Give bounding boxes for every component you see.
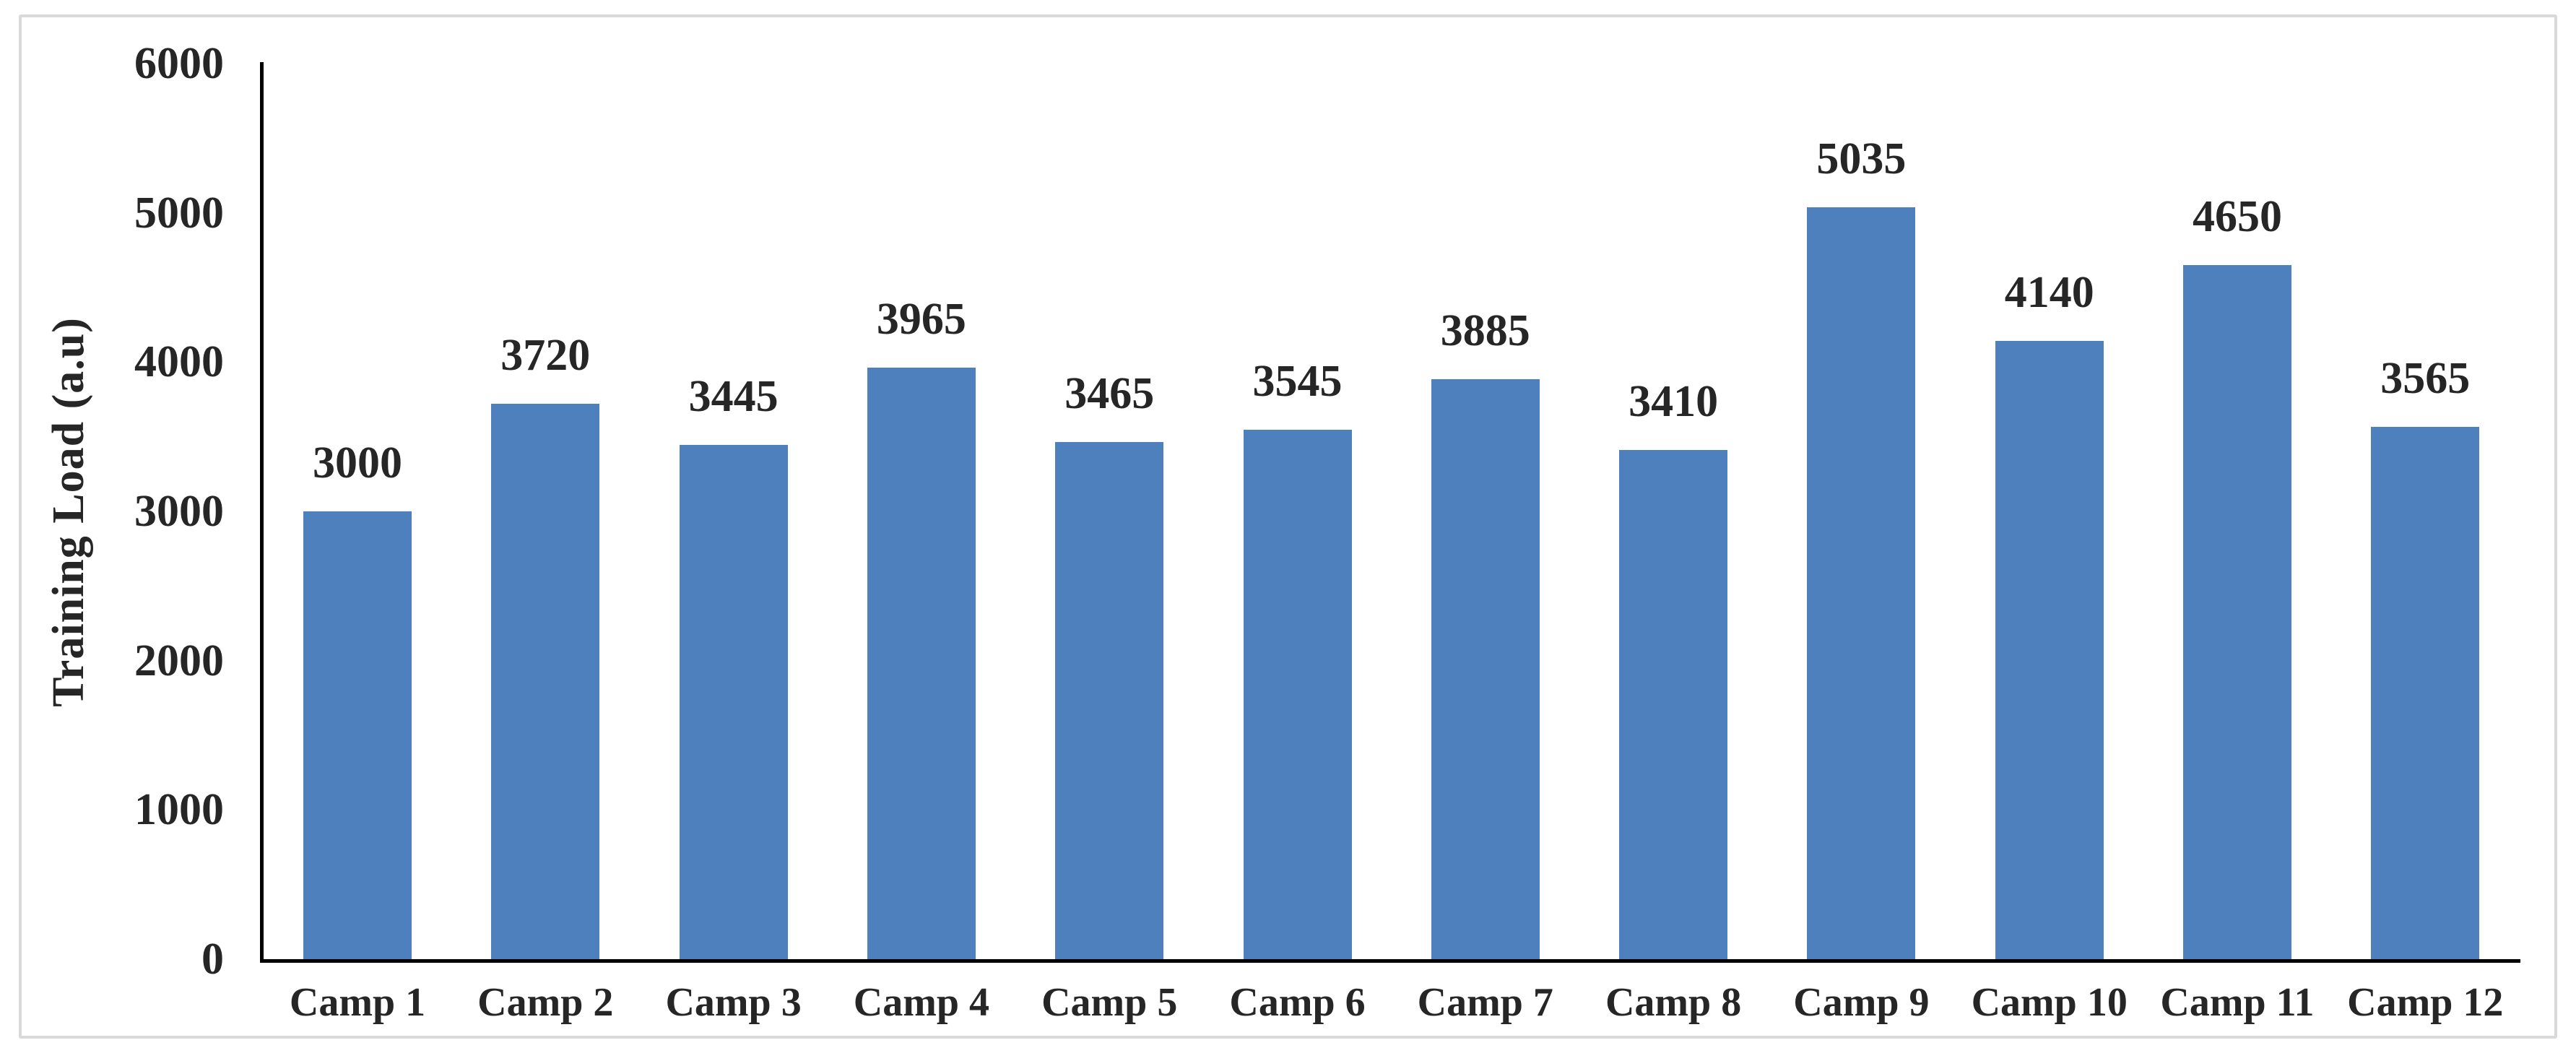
bar-value-label: 5035 bbox=[1816, 134, 1907, 184]
x-tick-label: Camp 9 bbox=[1793, 980, 1930, 1025]
y-tick-label: 6000 bbox=[134, 39, 224, 88]
bar-value-label: 3465 bbox=[1064, 368, 1155, 418]
bar-value-label: 3565 bbox=[2380, 354, 2471, 404]
bar-value-label: 3965 bbox=[876, 294, 966, 344]
x-tick-label: Camp 3 bbox=[665, 980, 802, 1025]
bar bbox=[2183, 265, 2291, 959]
bar bbox=[491, 404, 600, 959]
x-tick-label: Camp 6 bbox=[1229, 980, 1366, 1025]
bar bbox=[1619, 450, 1728, 959]
x-tick-label: Camp 11 bbox=[2160, 980, 2315, 1025]
x-tick-label: Camp 1 bbox=[289, 980, 426, 1025]
y-tick-label: 4000 bbox=[134, 337, 224, 387]
x-tick-label: Camp 5 bbox=[1041, 980, 1178, 1025]
bar bbox=[1431, 379, 1540, 959]
bar-value-label: 3545 bbox=[1252, 357, 1343, 407]
bar bbox=[1055, 441, 1164, 959]
bar bbox=[1807, 207, 1916, 959]
bar-value-label: 3410 bbox=[1629, 377, 1719, 427]
y-tick-label: 3000 bbox=[134, 487, 224, 536]
bar bbox=[303, 511, 412, 959]
bar-value-label: 4650 bbox=[2192, 192, 2282, 241]
y-tick-label: 5000 bbox=[134, 188, 224, 238]
bar bbox=[867, 367, 976, 959]
x-axis-line bbox=[260, 959, 2520, 963]
x-tick-label: Camp 7 bbox=[1417, 980, 1553, 1025]
x-tick-label: Camp 4 bbox=[853, 980, 990, 1025]
x-tick-label: Camp 10 bbox=[1971, 980, 2128, 1025]
y-tick-label: 2000 bbox=[134, 636, 224, 685]
y-tick-label: 0 bbox=[201, 935, 224, 984]
bar bbox=[2371, 427, 2480, 959]
bar bbox=[1243, 430, 1352, 959]
bar-value-label: 4140 bbox=[2004, 268, 2094, 318]
y-tick-label: 1000 bbox=[134, 785, 224, 835]
y-axis-line bbox=[260, 62, 264, 963]
bar-value-label: 3885 bbox=[1440, 306, 1530, 356]
bar bbox=[679, 445, 788, 959]
bar-value-label: 3000 bbox=[312, 438, 402, 488]
bar-value-label: 3445 bbox=[688, 372, 779, 422]
x-tick-label: Camp 12 bbox=[2347, 980, 2504, 1025]
bar-value-label: 3720 bbox=[500, 331, 591, 381]
x-tick-label: Camp 8 bbox=[1605, 980, 1742, 1025]
x-tick-label: Camp 2 bbox=[477, 980, 614, 1025]
bar bbox=[1995, 341, 2104, 959]
